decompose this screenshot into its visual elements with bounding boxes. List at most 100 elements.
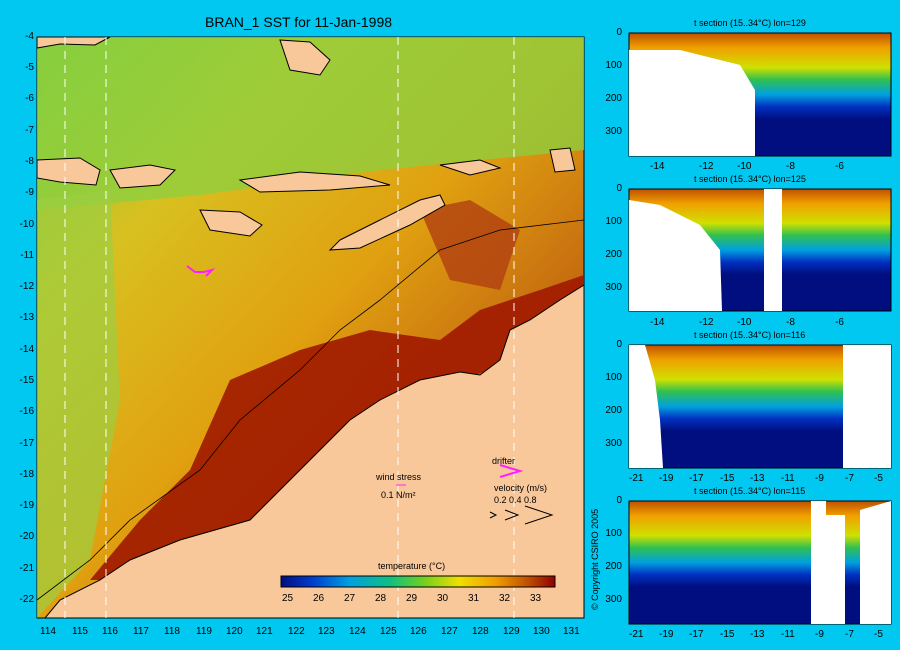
- lon-tick: 120: [226, 626, 243, 637]
- colorbar-tick: 30: [437, 593, 449, 604]
- y-tick: 200: [605, 561, 622, 572]
- y-tick: 300: [605, 438, 622, 449]
- lon-tick: 115: [72, 626, 88, 637]
- x-tick: -11: [781, 629, 795, 640]
- section-panel-lon116: [628, 344, 892, 469]
- y-tick: 0: [616, 339, 622, 350]
- section-y-ticks: 0 100 200 300: [596, 183, 626, 313]
- wind-stress-label: wind stress: [376, 472, 422, 482]
- lat-tick: -5: [25, 62, 34, 73]
- lon-tick: 114: [40, 626, 56, 637]
- warm-patch-timor: [420, 200, 520, 290]
- y-tick: 100: [605, 372, 622, 383]
- y-tick: 200: [605, 93, 622, 104]
- x-tick: -15: [720, 473, 735, 484]
- y-tick: 0: [616, 27, 622, 38]
- tanimbar-island: [549, 147, 576, 173]
- lon-tick: 116: [102, 626, 118, 637]
- copyright-notice: © Copyright CSIRO 2005: [590, 508, 600, 610]
- wind-stress-value: 0.1 N/m²: [381, 490, 416, 500]
- cool-water-west: [37, 190, 120, 618]
- x-tick: -13: [750, 629, 765, 640]
- y-tick: 200: [605, 249, 622, 260]
- x-tick: -12: [699, 317, 714, 328]
- lon-tick: 128: [472, 626, 489, 637]
- x-tick: -6: [835, 317, 844, 328]
- lat-tick: -21: [19, 563, 34, 574]
- drifter-legend-arrow: [499, 464, 524, 478]
- x-tick: -9: [815, 629, 824, 640]
- lat-tick: -7: [25, 125, 34, 136]
- section-x-ticks: -21 -19 -17 -15 -13 -11 -9 -7 -5: [629, 473, 899, 487]
- y-tick: 300: [605, 126, 622, 137]
- kalimantan-edge: [36, 36, 111, 49]
- wetar-islands: [439, 159, 502, 176]
- x-tick: -14: [650, 317, 665, 328]
- drifter-track: [186, 265, 216, 277]
- x-tick: -19: [659, 629, 674, 640]
- velocity-label: velocity (m/s): [494, 483, 548, 493]
- x-tick: -7: [845, 629, 854, 640]
- x-tick: -21: [629, 629, 644, 640]
- colorbar-label: temperature (°C): [378, 561, 446, 571]
- section-panel-lon115: [628, 500, 892, 625]
- section-title: t section (15..34°C) lon=125: [694, 174, 806, 184]
- x-tick: -15: [720, 629, 735, 640]
- lat-tick: -11: [20, 250, 34, 261]
- section-title: t section (15..34°C) lon=116: [694, 330, 806, 340]
- x-tick: -10: [737, 317, 752, 328]
- section-x-ticks: -14 -12 -10 -8 -6: [629, 317, 899, 331]
- x-tick: -6: [835, 161, 844, 172]
- x-tick: -11: [781, 473, 795, 484]
- y-tick: 0: [616, 495, 622, 506]
- lon-tick: 117: [133, 626, 149, 637]
- lat-tick: -9: [25, 187, 34, 198]
- lat-tick: -16: [19, 406, 34, 417]
- lon-tick: 123: [318, 626, 335, 637]
- colorbar: [280, 575, 556, 588]
- lat-tick: -8: [25, 156, 34, 167]
- lat-tick: -18: [19, 469, 34, 480]
- section-title: t section (15..34°C) lon=115: [694, 486, 806, 496]
- lat-tick: -13: [19, 312, 34, 323]
- colorbar-tick: 27: [344, 593, 356, 604]
- x-tick: -5: [874, 629, 883, 640]
- lon-tick: 124: [349, 626, 366, 637]
- colorbar-ticks: 25 26 27 28 29 30 31 32 33: [0, 593, 580, 607]
- lon-tick: 127: [441, 626, 458, 637]
- colorbar-tick: 29: [406, 593, 418, 604]
- lon-tick: 129: [503, 626, 520, 637]
- shelf-contour: [36, 219, 585, 601]
- section-panel-lon125: [628, 188, 892, 312]
- x-tick: -7: [845, 473, 854, 484]
- y-tick: 0: [616, 183, 622, 194]
- lon-tick: 121: [256, 626, 273, 637]
- lon-tick: 131: [563, 626, 580, 637]
- lat-tick: -6: [25, 93, 34, 104]
- lat-tick: -12: [19, 281, 34, 292]
- velocity-scale: 0.2 0.4 0.8: [494, 495, 537, 505]
- lon-tick: 118: [164, 626, 180, 637]
- x-tick: -14: [650, 161, 665, 172]
- map-title: BRAN_1 SST for 11-Jan-1998: [205, 14, 393, 30]
- colorbar-tick: 32: [499, 593, 511, 604]
- sumba-island: [199, 209, 263, 237]
- lon-tick: 125: [380, 626, 397, 637]
- lat-tick: -19: [19, 500, 34, 511]
- y-tick: 100: [605, 60, 622, 71]
- y-tick: 100: [605, 528, 622, 539]
- section-x-ticks: -21 -19 -17 -15 -13 -11 -9 -7 -5: [629, 629, 899, 643]
- lat-tick: -17: [19, 438, 34, 449]
- lon-tick: 130: [533, 626, 550, 637]
- lat-tick: -22: [19, 594, 34, 605]
- colorbar-tick: 31: [468, 593, 480, 604]
- lat-tick: -4: [25, 31, 34, 42]
- section-title: t section (15..34°C) lon=129: [694, 18, 806, 28]
- flores-island: [238, 171, 391, 193]
- section-y-ticks: 0 100 200 300: [596, 27, 626, 157]
- sulawesi-tip: [279, 39, 331, 76]
- lon-tick: 122: [288, 626, 305, 637]
- lon-tick: 126: [410, 626, 427, 637]
- warm-coastal-water: [90, 275, 584, 580]
